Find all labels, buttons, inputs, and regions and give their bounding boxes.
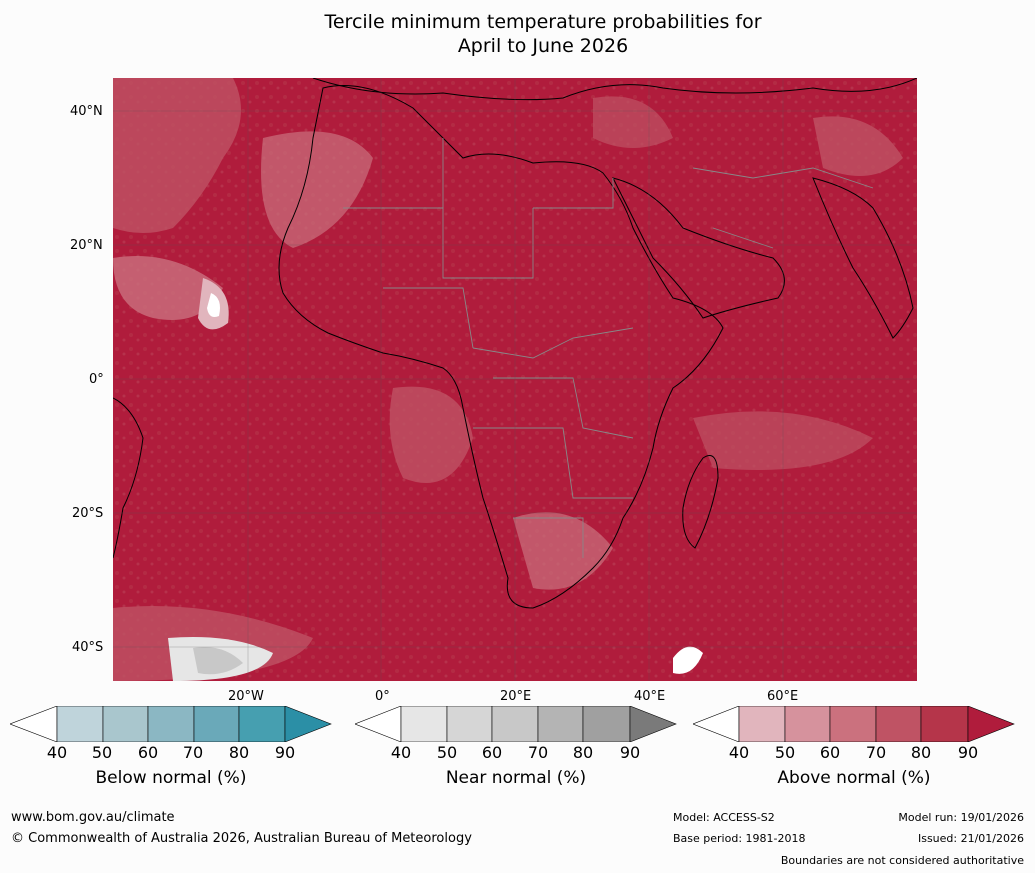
chart-title-line1: Tercile minimum temperature probabilitie… (324, 11, 762, 33)
map-canvas (112, 77, 918, 681)
colorbar-above-tick: 60 (819, 743, 841, 762)
colorbar-above (693, 706, 1015, 742)
colorbar-near-bin-80-90 (582, 706, 631, 742)
colorbar-above-min-arrow (693, 706, 740, 742)
colorbar-below-bin-50-60 (102, 706, 149, 742)
lon-label-40e: 40°E (634, 689, 666, 704)
colorbar-near-tick: 70 (527, 743, 549, 762)
colorbar-near-tick: 90 (619, 743, 641, 762)
colorbar-above-bin-40-50 (738, 706, 786, 742)
coastlines (112, 77, 918, 609)
europe-coastline (312, 77, 918, 101)
lon-label-20w: 20°W (228, 689, 264, 704)
colorbar-below-min-arrow (10, 706, 58, 742)
colorbar-below-tick: 80 (228, 743, 250, 762)
south-america-coastline (112, 397, 144, 559)
issued-text: Issued: 21/01/2026 (917, 832, 1024, 845)
colorbar-below-bin-80-90 (238, 706, 286, 742)
lat-label-40n: 40°N (70, 104, 103, 119)
lat-label-20s: 20°S (72, 506, 104, 521)
colorbar-above-max-arrow (967, 706, 1015, 742)
colorbar-below-tick: 70 (182, 743, 204, 762)
colorbar-below-label: Below normal (%) (95, 768, 247, 788)
colorbar-near-bin-70-80 (537, 706, 584, 742)
madagascar-coastline (682, 455, 719, 549)
colorbar-near-bin-50-60 (446, 706, 493, 742)
colorbar-near-max-arrow (629, 706, 677, 742)
lon-label-0: 0° (375, 689, 390, 704)
colorbar-above-bin-60-70 (829, 706, 877, 742)
colorbar-above-label: Above normal (%) (777, 768, 931, 788)
colorbar-near-tick: 60 (481, 743, 503, 762)
lon-label-60e: 60°E (767, 689, 799, 704)
colorbar-near-bin-40-50 (400, 706, 448, 742)
colorbar-near-label: Near normal (%) (445, 768, 587, 788)
lat-label-20n: 20°N (70, 238, 103, 253)
colorbar-above-bin-80-90 (920, 706, 969, 742)
probability-patches (113, 78, 903, 681)
colorbar-above-bin-70-80 (875, 706, 922, 742)
colorbar-above-tick: 90 (957, 743, 979, 762)
chart-title-line2: April to June 2026 (457, 35, 629, 57)
india-coastline (812, 177, 914, 339)
colorbar-above-tick: 40 (728, 743, 750, 762)
colorbar-above-tick: 80 (910, 743, 932, 762)
colorbar-above-bin-50-60 (784, 706, 831, 742)
lat-label-equator: 0° (89, 372, 104, 387)
disclaimer-text: Boundaries are not considered authoritat… (780, 854, 1024, 867)
graticule (113, 78, 917, 681)
colorbar-near-tick: 40 (390, 743, 412, 762)
colorbar-below-tick: 90 (274, 743, 296, 762)
model-text: Model: ACCESS-S2 (673, 811, 775, 824)
colorbar-near-tick: 50 (436, 743, 458, 762)
colorbar-above-tick: 70 (865, 743, 887, 762)
colorbar-below-tick: 60 (137, 743, 159, 762)
colorbar-below-bin-40-50 (56, 706, 104, 742)
africa-coastline (278, 85, 724, 609)
arabia-coastline (612, 177, 785, 319)
forecast-map[interactable] (112, 77, 918, 681)
website-link[interactable]: www.bom.gov.au/climate (11, 810, 175, 825)
copyright-text: © Commonwealth of Australia 2026, Austra… (11, 831, 472, 846)
colorbar-near (355, 706, 677, 742)
base-period-text: Base period: 1981-2018 (673, 832, 806, 845)
colorbar-below-max-arrow (284, 706, 332, 742)
colorbar-near-min-arrow (355, 706, 402, 742)
model-run-text: Model run: 19/01/2026 (898, 811, 1024, 824)
colorbar-below-bin-70-80 (193, 706, 240, 742)
colorbar-below-tick: 40 (46, 743, 68, 762)
colorbar-below-bin-60-70 (147, 706, 195, 742)
colorbar-above-tick: 50 (774, 743, 796, 762)
colorbar-below (10, 706, 332, 742)
colorbar-below-tick: 50 (91, 743, 113, 762)
lat-label-40s: 40°S (72, 640, 104, 655)
lon-label-20e: 20°E (500, 689, 532, 704)
colorbar-near-bin-60-70 (491, 706, 539, 742)
colorbar-near-tick: 80 (572, 743, 594, 762)
